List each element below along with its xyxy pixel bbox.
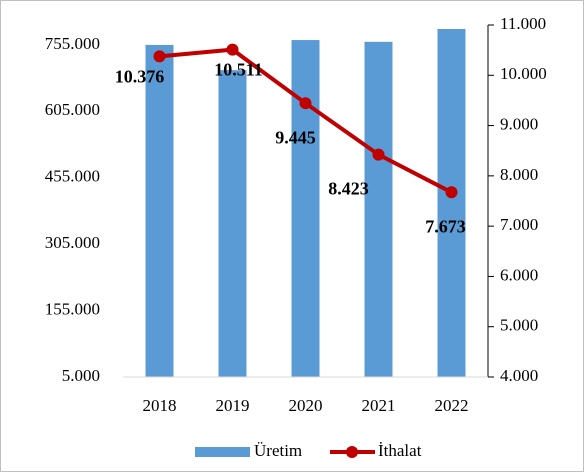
data-label: 7.673 [425,216,466,236]
bar [437,28,466,378]
y2-tick-label: 11.000 [500,14,546,33]
y2-tick-label: 9.000 [500,114,538,133]
line-marker [299,97,312,110]
y2-tick-label: 10.000 [500,64,547,83]
y2-tick-label: 8.000 [500,165,538,184]
x-tick-label: 2018 [143,396,177,415]
data-label: 10.511 [214,60,263,80]
y2-tick-label: 5.000 [500,316,538,335]
y-tick-label: 605.000 [45,100,100,119]
y-tick-label: 155.000 [45,299,100,318]
bar [145,44,174,377]
y2-tick-label: 4.000 [500,366,538,385]
line-marker [372,148,385,161]
data-label: 8.423 [328,179,369,199]
legend-label: Üretim [254,441,302,460]
y-tick-label: 755.000 [45,34,100,53]
x-tick-label: 2020 [289,396,323,415]
legend-label: İthalat [378,441,422,460]
data-label: 10.376 [115,67,165,87]
bar [364,41,393,377]
y-tick-label: 5.000 [62,366,100,385]
legend-swatch [195,447,250,457]
line-marker [226,43,239,56]
bar [291,40,320,378]
y2-tick-label: 7.000 [500,215,538,234]
x-tick-label: 2022 [435,396,469,415]
y-tick-label: 305.000 [45,233,100,252]
x-tick-label: 2021 [362,396,396,415]
x-tick-label: 2019 [216,396,250,415]
legend-marker [346,446,358,458]
y2-tick-label: 6.000 [500,265,538,284]
bar [218,70,247,377]
line-marker [445,186,458,199]
line-marker [153,50,166,63]
data-label: 9.445 [275,127,316,147]
y-tick-label: 455.000 [45,167,100,186]
